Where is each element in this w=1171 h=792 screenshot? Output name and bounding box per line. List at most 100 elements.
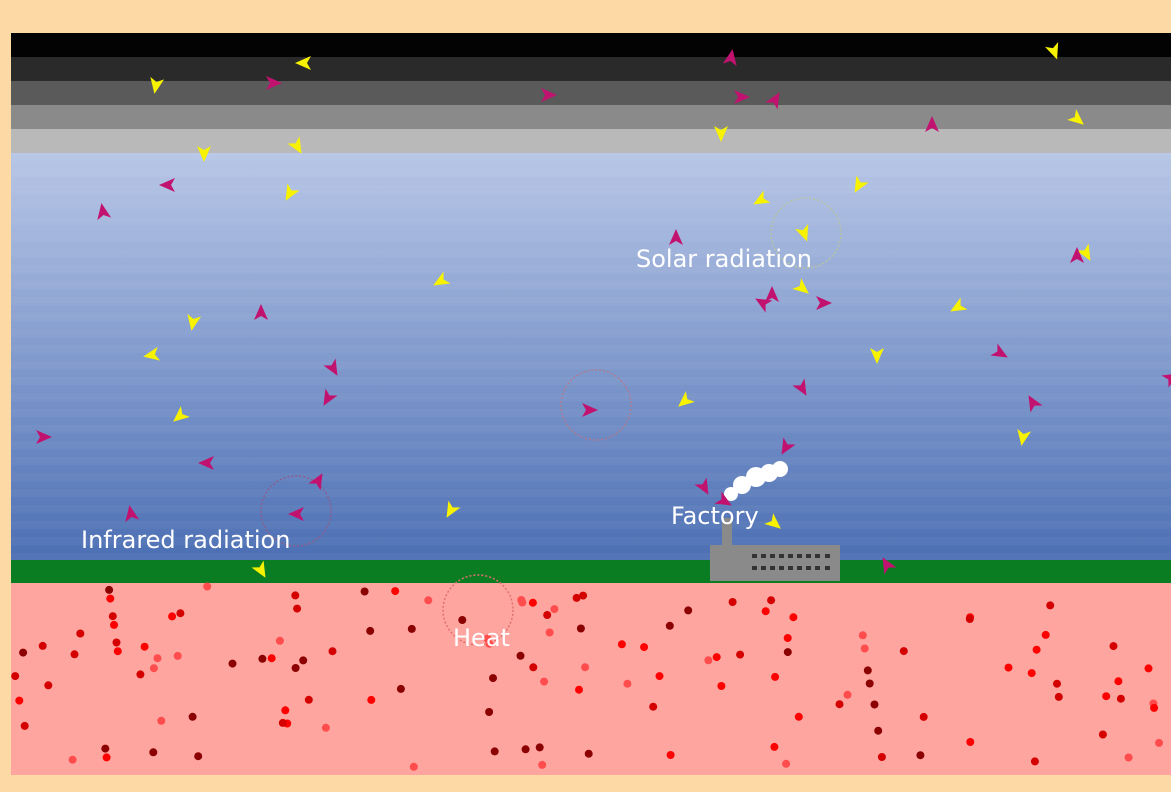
heat-particle-icon xyxy=(529,663,538,672)
heat-particle-icon xyxy=(485,639,494,648)
heat-particle-icon xyxy=(321,723,330,732)
heat-particle-icon xyxy=(665,621,674,630)
heat-particle-icon xyxy=(863,666,872,675)
heat-particle-icon xyxy=(1053,679,1061,688)
heat-particle-icon xyxy=(194,752,203,761)
heat-particle-icon xyxy=(176,609,185,618)
heat-particle-icon xyxy=(173,651,182,660)
infrared-highlight-circle xyxy=(260,475,332,547)
heat-particle-icon xyxy=(540,677,549,686)
heat-particle-icon xyxy=(789,613,798,622)
heat-particle-icon xyxy=(771,672,780,681)
heat-particle-icon xyxy=(299,656,308,665)
heat-particle-icon xyxy=(424,596,433,605)
sky-band xyxy=(11,233,1171,241)
factory-windows xyxy=(752,554,830,570)
sky-band xyxy=(11,521,1171,529)
heat-particle-icon xyxy=(275,636,284,645)
heat-highlight-circle xyxy=(442,574,514,646)
infrared-photon-icon xyxy=(669,229,683,245)
sky-band xyxy=(11,249,1171,257)
heat-particle-icon xyxy=(489,674,497,683)
heat-particle-icon xyxy=(770,742,779,751)
heat-particle-icon xyxy=(545,628,554,637)
heat-particle-icon xyxy=(291,591,300,600)
heat-particle-icon xyxy=(1114,677,1123,686)
sky-band xyxy=(11,377,1171,385)
ground xyxy=(11,560,1171,583)
heat-particle-icon xyxy=(485,708,494,716)
heat-particle-icon xyxy=(521,745,530,754)
heat-particle-icon xyxy=(877,753,886,761)
heat-particle-icon xyxy=(860,644,869,653)
infrared-photon-icon xyxy=(765,286,779,302)
heat-particle-icon xyxy=(396,684,405,693)
infrared-photon-icon xyxy=(816,296,832,310)
sunlight-photon-icon xyxy=(197,146,211,162)
highlight-circles xyxy=(260,197,842,646)
heat-particle-icon xyxy=(188,712,197,721)
sky xyxy=(11,153,1171,560)
infrared-photon-icon xyxy=(541,88,557,102)
infrared-photon-icon xyxy=(1161,373,1171,388)
heat-particle-icon xyxy=(293,604,302,613)
infrared-photon-icon xyxy=(734,90,750,104)
sky-band xyxy=(11,553,1171,561)
heat-particle-icon xyxy=(623,679,632,688)
sunlight-photon-icon xyxy=(764,513,781,529)
heat-particle-icon xyxy=(366,626,375,635)
infrared-photon-icon xyxy=(714,491,732,506)
sunlight-photon-icon xyxy=(1076,243,1091,261)
heat-particle-icon xyxy=(168,612,177,621)
infrared-photon-icon xyxy=(254,304,268,320)
heat-particle-icon xyxy=(360,587,369,596)
sunlight-photon-icon xyxy=(150,76,165,94)
sunlight-photon-icon xyxy=(795,224,809,242)
heat-particle-icon xyxy=(572,593,581,602)
heat-particle-icon xyxy=(267,654,276,663)
heat-particle-icon xyxy=(157,716,166,725)
heat-particle-icon xyxy=(304,695,313,704)
atmosphere-band xyxy=(11,33,1171,57)
heat-particle-icon xyxy=(528,598,537,607)
heat-particle-icon xyxy=(916,751,925,760)
heat-particle-icon xyxy=(712,653,721,662)
heat-particle-icon xyxy=(1144,664,1153,673)
solar-radiation-label: Solar radiation xyxy=(636,245,812,273)
heat-particle-icon xyxy=(535,743,544,752)
sunlight-photon-icon xyxy=(143,346,161,361)
infrared-photon-icon xyxy=(792,378,807,396)
heat-particle-icon xyxy=(1041,630,1050,639)
atmosphere-band xyxy=(11,57,1171,81)
heat-particles xyxy=(11,582,1163,771)
heat-particle-icon xyxy=(407,624,416,633)
heat-particle-icon xyxy=(1027,669,1036,678)
heat-particle-icon xyxy=(112,638,121,647)
heat-particle-icon xyxy=(110,620,118,629)
sunlight-photon-icon xyxy=(251,560,266,578)
infrared-photon-icon xyxy=(266,76,282,90)
sunlight-photon-icon xyxy=(285,183,300,201)
heat-particle-icon xyxy=(899,647,908,656)
sky-band xyxy=(11,201,1171,209)
heat-particle-icon xyxy=(70,650,79,659)
heat-particle-icon xyxy=(1030,757,1039,766)
sky-band xyxy=(11,297,1171,305)
sky-band xyxy=(11,393,1171,401)
heat-particle-icon xyxy=(874,726,883,735)
heat-particle-icon xyxy=(76,629,85,638)
sunlight-photon-icon xyxy=(173,406,190,422)
heat-particle-icon xyxy=(1046,601,1055,610)
atmosphere-band xyxy=(11,129,1171,153)
smoke-cloud-icon xyxy=(724,461,788,501)
sunlight-photon-icon xyxy=(187,313,202,331)
heat-particle-icon xyxy=(203,582,212,591)
heat-particle-icon xyxy=(576,624,585,633)
infrared-photon-icon xyxy=(781,437,796,455)
infrared-photon-icon xyxy=(288,507,304,521)
infrared-photon-icon xyxy=(323,388,338,406)
solar-highlight-circle xyxy=(770,197,842,269)
upper-atmosphere xyxy=(11,33,1171,153)
heat-particle-icon xyxy=(228,659,237,668)
heat-particle-icon xyxy=(1102,692,1111,701)
